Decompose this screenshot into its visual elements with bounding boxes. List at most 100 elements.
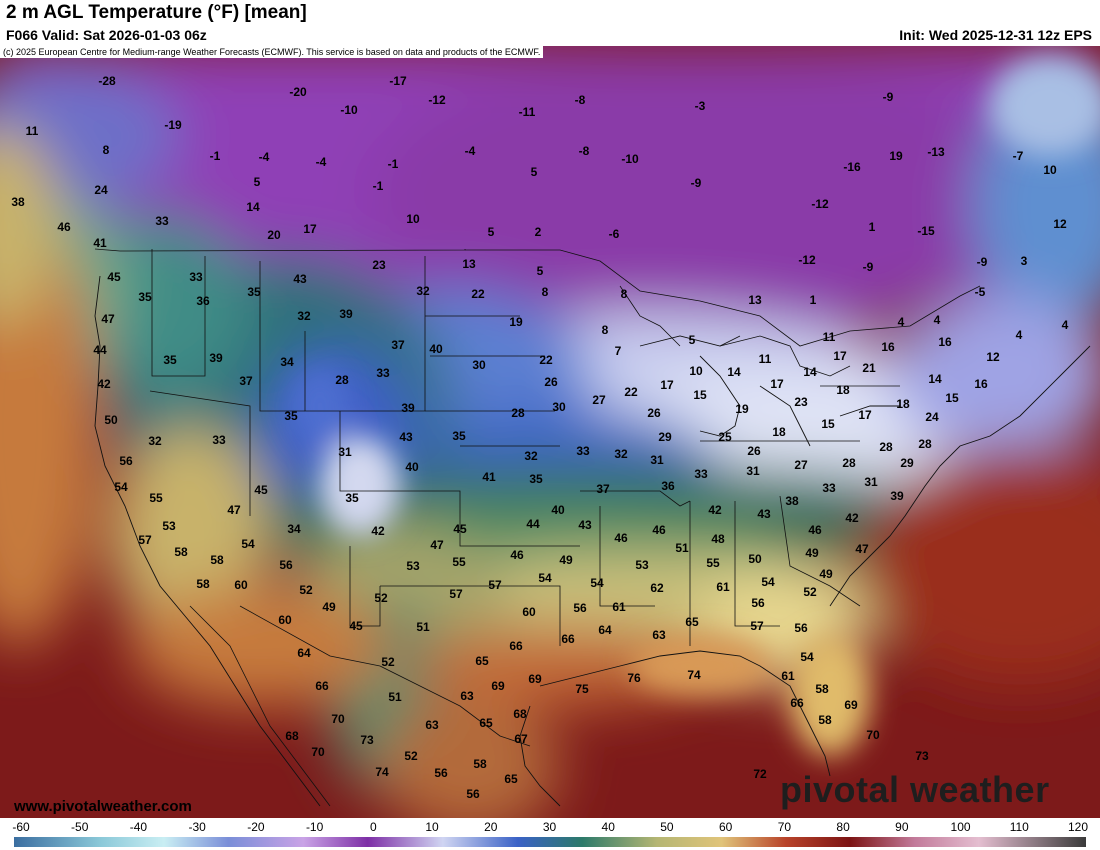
temp-label: 27: [592, 393, 606, 407]
colorbar-tick-label: 70: [777, 820, 792, 834]
temp-label: 58: [815, 682, 829, 696]
temp-label: 69: [844, 698, 858, 712]
temp-label: 64: [297, 646, 311, 660]
temp-label: 15: [821, 417, 835, 431]
temp-label: 60: [278, 613, 292, 627]
temp-label: 12: [986, 350, 1000, 364]
temp-label: 55: [452, 555, 466, 569]
temp-label: 42: [845, 511, 859, 525]
init-time: Init: Wed 2025-12-31 12z EPS: [899, 27, 1092, 43]
temp-label: -4: [315, 155, 327, 169]
temp-label: 40: [551, 503, 565, 517]
temp-label: 5: [530, 165, 538, 179]
temp-label: 39: [890, 489, 904, 503]
temp-label: 64: [598, 623, 612, 637]
temp-label: 57: [449, 587, 463, 601]
temp-label: -15: [917, 224, 935, 238]
temp-label: 70: [866, 728, 880, 742]
temp-label: 14: [246, 200, 260, 214]
temp-label: 11: [758, 352, 772, 366]
temp-label: 37: [596, 482, 610, 496]
temp-label: 30: [472, 358, 486, 372]
colorbar-tick-label: -40: [129, 820, 148, 834]
temp-label: -8: [574, 93, 586, 107]
temp-label: 66: [561, 632, 575, 646]
temp-label: -28: [98, 74, 116, 88]
temp-label: 69: [491, 679, 505, 693]
temp-label: 32: [148, 434, 162, 448]
temp-label: 49: [322, 600, 336, 614]
temp-label: 36: [196, 294, 210, 308]
temp-label: 35: [345, 491, 359, 505]
temp-label: 56: [279, 558, 293, 572]
temp-label: 8: [541, 285, 549, 299]
temp-label: 45: [349, 619, 363, 633]
temp-label: 31: [338, 445, 352, 459]
temp-label: -4: [464, 144, 476, 158]
temp-label: -9: [690, 176, 702, 190]
temp-label: 33: [576, 444, 590, 458]
temp-label: 57: [750, 619, 764, 633]
colorbar-tick-label: -30: [188, 820, 206, 834]
colorbar-tick-label: 0: [369, 820, 377, 834]
temp-label: 4: [933, 313, 941, 327]
temp-label: 25: [718, 430, 732, 444]
temp-label: 4: [1061, 318, 1069, 332]
temp-label: -10: [340, 103, 358, 117]
temp-label: -19: [164, 118, 182, 132]
temp-label: 58: [210, 553, 224, 567]
temp-label: 57: [488, 578, 502, 592]
temp-label: 18: [772, 425, 786, 439]
temp-label: 33: [376, 366, 390, 380]
colorbar-tick-label: 50: [660, 820, 674, 834]
temp-label: 34: [280, 355, 294, 369]
temp-label: 47: [430, 538, 444, 552]
temperature-field: [0, 46, 1100, 818]
temp-label: 43: [757, 507, 771, 521]
temp-label: 62: [650, 581, 664, 595]
temp-label: 73: [360, 733, 374, 747]
temp-label: 28: [335, 373, 349, 387]
temp-label: 19: [735, 402, 749, 416]
temp-label: 46: [510, 548, 524, 562]
temp-label: 46: [808, 523, 822, 537]
colorbar-tick-label: 80: [836, 820, 850, 834]
temp-label: 70: [311, 745, 325, 759]
colorbar-tick-label: 100: [950, 820, 971, 834]
temp-label: 17: [303, 222, 317, 236]
temp-label: 14: [928, 372, 942, 386]
temp-label: 10: [689, 364, 703, 378]
temp-label: 10: [1043, 163, 1057, 177]
temp-label: 42: [371, 524, 385, 538]
temp-label: 45: [254, 483, 268, 497]
temp-label: 7: [614, 344, 622, 358]
temp-label: 28: [918, 437, 932, 451]
temp-label: 32: [297, 309, 311, 323]
colorbar-tick-label: 10: [425, 820, 439, 834]
temp-label: 33: [155, 214, 169, 228]
temp-label: 61: [781, 669, 795, 683]
temp-label: 65: [504, 772, 518, 786]
colorbar: -60 -50 -40 -30 -20 -10 0 10 20 30 40 50 60 70 80 90 100…: [0, 818, 1100, 850]
temp-label: 14: [803, 365, 817, 379]
temp-label: -17: [389, 74, 407, 88]
temp-label: 26: [747, 444, 761, 458]
temp-label: 52: [299, 583, 313, 597]
temp-label: 58: [174, 545, 188, 559]
website-url[interactable]: www.pivotalweather.com: [14, 798, 192, 815]
temp-label: 31: [746, 464, 760, 478]
temp-label: 16: [974, 377, 988, 391]
temp-label: 14: [727, 365, 741, 379]
temp-label: 11: [25, 124, 39, 138]
temp-label: 24: [925, 410, 939, 424]
temp-label: 35: [529, 472, 543, 486]
temp-label: 5: [253, 175, 261, 189]
temp-label: 40: [405, 460, 419, 474]
temp-label: 3: [1020, 254, 1028, 268]
temp-label: 68: [285, 729, 299, 743]
temp-label: 19: [509, 315, 523, 329]
temp-label: 56: [573, 601, 587, 615]
temp-label: 56: [751, 596, 765, 610]
temp-label: 24: [94, 183, 108, 197]
temp-label: 15: [693, 388, 707, 402]
